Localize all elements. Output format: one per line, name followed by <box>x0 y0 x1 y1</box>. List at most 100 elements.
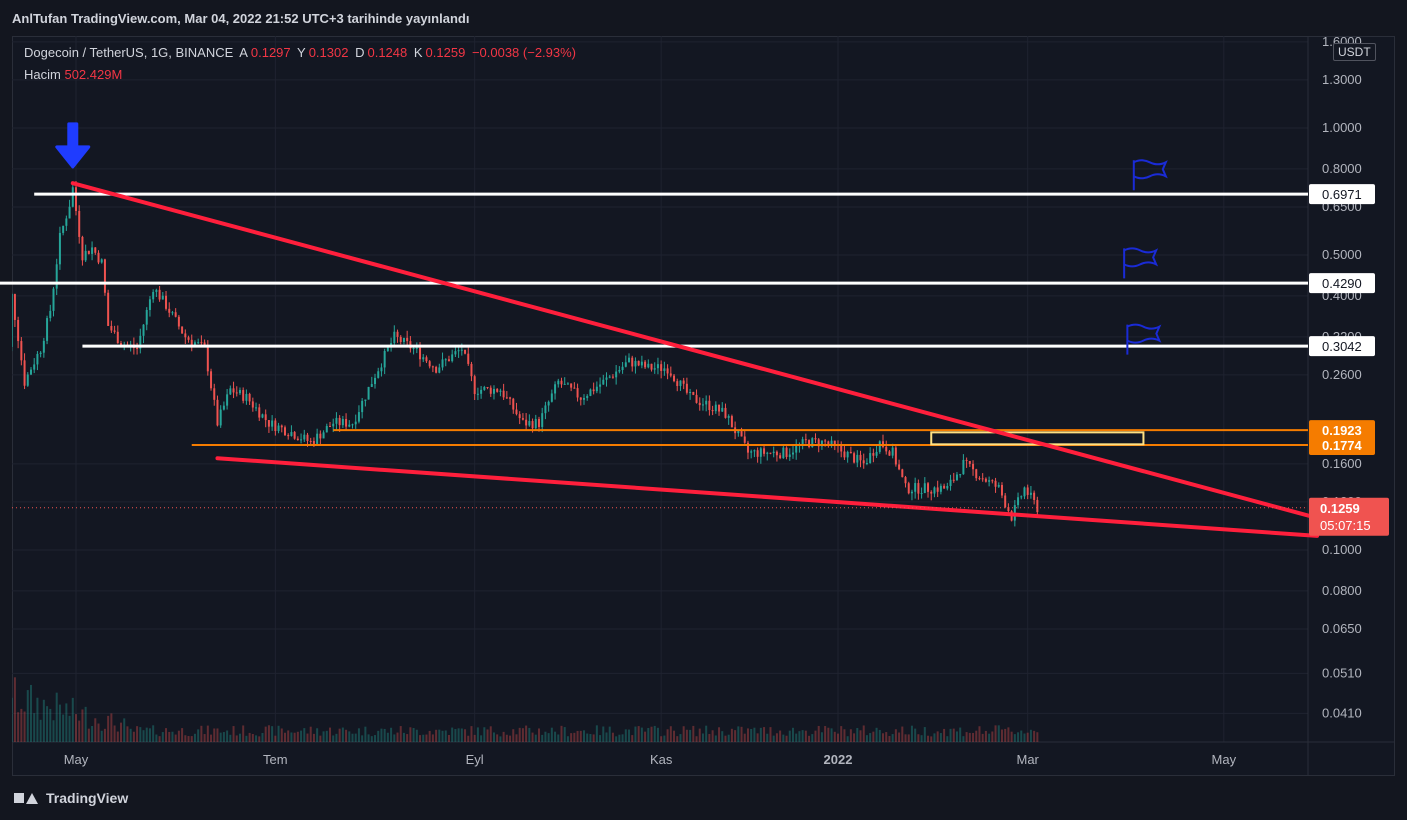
time-tick-label: Eyl <box>466 752 484 767</box>
volume-bar <box>878 729 881 742</box>
volume-bar <box>290 732 293 742</box>
volume-bar <box>216 728 219 742</box>
candle-body <box>464 349 467 354</box>
candle-body <box>644 361 647 368</box>
candle-body <box>75 187 77 211</box>
high-value: 0.1302 <box>308 45 349 60</box>
candle-body <box>287 435 290 437</box>
candle-body <box>232 388 235 393</box>
candle-body <box>894 447 897 465</box>
volume-bar <box>197 729 200 742</box>
candle-body <box>968 460 971 464</box>
volume-bar <box>647 727 650 742</box>
candle-body <box>701 404 704 406</box>
volume-bar <box>335 733 338 742</box>
tradingview-logo-icon <box>14 791 40 805</box>
candle-body <box>663 368 666 371</box>
volume-bar <box>274 735 277 742</box>
candle-body <box>910 491 913 494</box>
volume-bar <box>660 736 663 742</box>
volume-bar <box>229 734 232 742</box>
candle-body <box>81 236 84 261</box>
volume-bar <box>139 727 142 742</box>
candle-body <box>608 376 611 378</box>
candle-body <box>271 420 274 427</box>
candle-body <box>94 247 97 253</box>
candle-body <box>865 462 868 464</box>
volume-bar <box>1023 733 1026 742</box>
volume-bar <box>666 729 669 742</box>
candle-body <box>753 450 756 452</box>
volume-bar <box>505 734 508 742</box>
volume-bar <box>605 732 608 742</box>
volume-bar <box>984 730 987 742</box>
volume-bar <box>923 727 926 742</box>
candle-body <box>13 294 16 320</box>
volume-bar <box>17 712 20 742</box>
candle-body <box>316 433 319 444</box>
volume-bar <box>309 726 312 742</box>
candle-body <box>743 436 746 443</box>
volume-bar <box>759 727 762 742</box>
candle-body <box>981 478 984 480</box>
volume-bar <box>682 726 685 742</box>
volume-bar <box>190 736 193 742</box>
volume-bar <box>628 729 631 742</box>
price-tick-label: 0.5000 <box>1322 247 1362 262</box>
volume-bar <box>1017 732 1020 742</box>
volume-bar <box>894 729 897 742</box>
candle-body <box>489 387 492 394</box>
volume-bar <box>300 730 303 742</box>
candle-body <box>12 294 13 347</box>
volume-bar <box>975 730 978 742</box>
volume-bar <box>396 732 399 742</box>
candle-body <box>737 431 740 434</box>
volume-bar <box>36 697 39 742</box>
candle-body <box>714 404 717 412</box>
candle-body <box>579 397 582 400</box>
chart-frame[interactable] <box>12 36 1395 776</box>
currency-unit-badge[interactable]: USDT <box>1333 43 1376 61</box>
candle-body <box>727 416 730 418</box>
volume-bar <box>319 735 322 742</box>
volume-bar <box>930 736 933 742</box>
volume-bar <box>901 726 904 742</box>
candle-body <box>152 291 155 300</box>
candle-body <box>357 412 360 422</box>
volume-bar <box>283 732 286 742</box>
candle-body <box>197 342 200 344</box>
volume-bar <box>345 729 348 742</box>
candle-body <box>502 390 505 398</box>
volume-label: Hacim <box>24 67 61 82</box>
candle-body <box>817 439 820 447</box>
volume-bar <box>123 718 126 742</box>
candle-body <box>158 289 161 300</box>
candle-body <box>563 383 566 385</box>
price-label-badge <box>1309 336 1375 357</box>
candle-body <box>55 264 58 289</box>
volume-bar <box>843 729 846 742</box>
volume-bar <box>152 725 155 742</box>
candle-body <box>756 450 759 457</box>
volume-bar <box>107 715 110 742</box>
candle-body <box>634 360 637 367</box>
volume-bar <box>296 731 299 742</box>
volume-bar <box>753 727 756 742</box>
candle-body <box>116 331 119 344</box>
candle-body <box>431 366 434 368</box>
volume-bar <box>640 727 643 742</box>
volume-bar <box>531 732 534 742</box>
candle-body <box>467 353 470 364</box>
candle-body <box>486 387 489 389</box>
volume-bar <box>827 727 830 742</box>
candle-body <box>856 454 859 463</box>
volume-bar <box>711 730 714 742</box>
candle-body <box>525 419 528 426</box>
volume-bar <box>939 733 942 742</box>
volume-bar <box>547 733 550 742</box>
candle-body <box>541 413 544 427</box>
volume-bar <box>271 726 274 742</box>
volume-bar <box>920 735 923 742</box>
candle-body <box>615 371 618 378</box>
